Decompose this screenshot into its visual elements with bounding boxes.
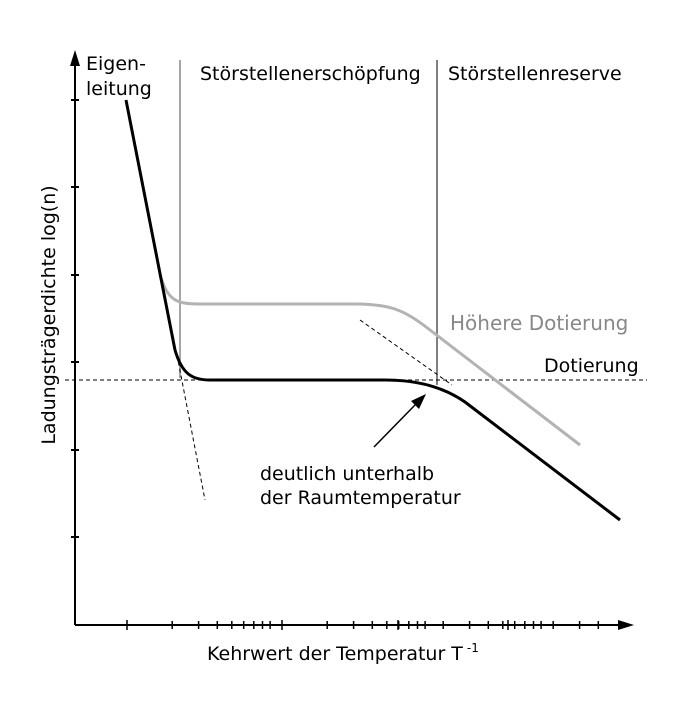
reserve-extrapolation [359, 319, 453, 386]
label-eigen-line1: Eigen- [86, 53, 146, 75]
label-dotierung: Dotierung [544, 355, 639, 377]
label-annotation-line1: deutlich unterhalb [260, 463, 434, 485]
x-ticks [126, 620, 600, 630]
annotation-arrow-line [373, 403, 417, 448]
label-eigen-line2: leitung [86, 78, 152, 100]
label-reserve: Störstellenreserve [448, 63, 622, 85]
label-annotation-line2: der Raumtemperatur [260, 487, 461, 509]
label-hoehere-dotierung: Höhere Dotierung [450, 311, 628, 335]
x-axis-label: Kehrwert der Temperatur T -1 [207, 641, 479, 665]
x-axis-label-text: Kehrwert der Temperatur T [207, 643, 463, 665]
eigen-extrapolation [176, 354, 206, 501]
y-axis-arrow [70, 50, 80, 66]
x-axis-label-sup: -1 [467, 641, 479, 655]
x-axis-arrow [618, 620, 634, 630]
annotation-arrow-head [411, 394, 426, 409]
higher-doping-curve [158, 274, 581, 447]
label-erschoepfung: Störstellenerschöpfung [200, 63, 421, 85]
main-curve [124, 99, 621, 522]
y-axis-label: Ladungsträgerdichte log(n) [38, 185, 60, 444]
y-ticks [71, 99, 79, 538]
